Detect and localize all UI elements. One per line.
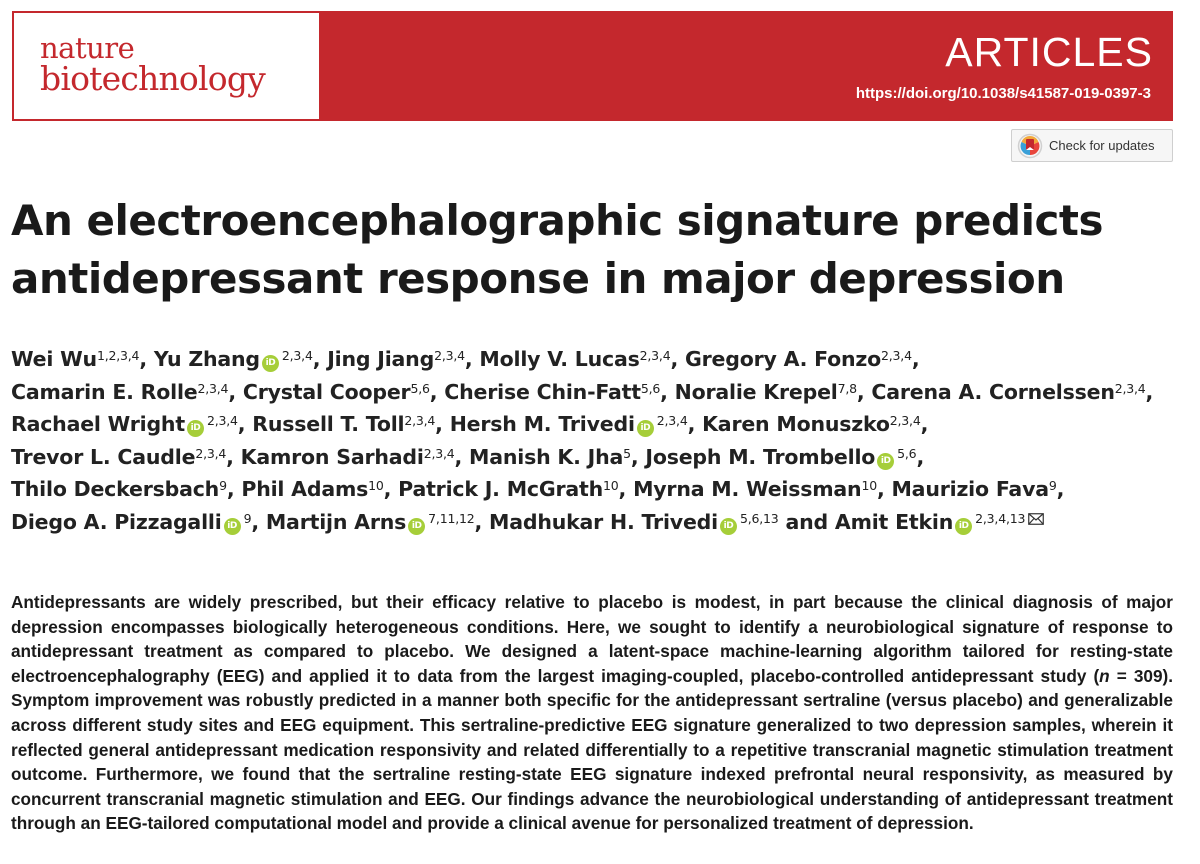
author-affiliations: 2,3,4 [206, 413, 238, 428]
author-name[interactable]: Martijn Arns [265, 509, 407, 534]
author-affiliations: 9 [1048, 478, 1057, 493]
author-name[interactable]: Madhukar H. Trivedi [489, 509, 718, 534]
author-name[interactable]: Amit Etkin [834, 509, 954, 534]
author-name[interactable]: Russell T. Toll [252, 412, 405, 436]
journal-name-line1: nature [40, 31, 135, 65]
orcid-icon[interactable]: iD [408, 517, 426, 535]
author-list: Wei Wu1,2,3,4, Yu Zhang iD 2,3,4, Jing Jia… [11, 347, 1154, 535]
author-affiliations: 2,3,4 [656, 413, 688, 428]
author-name[interactable]: Maurizio Fava [891, 477, 1049, 501]
author-affiliations: 10 [368, 478, 384, 493]
sample-size-value: = 309 [1109, 665, 1163, 686]
article-title-line2: antidepressant response in major depress… [11, 254, 1065, 303]
journal-banner: nature biotechnology ARTICLES https://do… [12, 11, 1173, 121]
author-name[interactable]: Manish K. Jha [469, 444, 624, 469]
journal-logo-text: nature biotechnology [40, 31, 266, 98]
author-name[interactable]: Wei Wu [11, 347, 97, 371]
orcid-icon[interactable]: iD [719, 517, 737, 535]
author-name[interactable]: Yu Zhang [153, 347, 260, 371]
author-affiliations: 5 [623, 445, 631, 461]
orcid-icon[interactable]: iD [955, 517, 973, 535]
author-affiliations: 5,6,13 [739, 510, 779, 526]
author-name[interactable]: Carena A. Cornelssen [871, 379, 1115, 404]
doi-link[interactable]: https://doi.org/10.1038/s41587-019-0397-… [855, 85, 1151, 102]
author-affiliations: 2,3,4 [639, 348, 671, 363]
corresponding-author-mail-icon[interactable] [1028, 512, 1045, 525]
author-affiliations: 10 [861, 478, 877, 493]
author-affiliations: 1,2,3,4 [96, 348, 140, 363]
author-affiliations: 5,6 [410, 380, 430, 396]
orcid-icon[interactable]: iD [186, 420, 204, 437]
author-affiliations: 9 [219, 478, 227, 493]
orcid-icon[interactable]: iD [223, 517, 241, 535]
author-name[interactable]: Trevor L. Caudle [11, 444, 196, 469]
check-for-updates-icon [1017, 133, 1043, 158]
author-affiliations: 2,3,4 [197, 380, 229, 396]
author-name[interactable]: Phil Adams [241, 477, 369, 501]
abstract-text-part1: Antidepressants are widely prescribed, b… [11, 592, 1173, 686]
author-name[interactable]: Molly V. Lucas [479, 347, 640, 371]
check-for-updates-label: Check for updates [1049, 138, 1155, 153]
author-affiliations: 10 [603, 478, 619, 493]
author-name[interactable]: Karen Monuszko [702, 412, 890, 436]
author-affiliations: 7,8 [837, 380, 857, 396]
author-affiliations: 5,6 [640, 380, 661, 396]
author-affiliations: 7,11,12 [428, 510, 475, 526]
author-name[interactable]: Cherise Chin-Fatt [444, 379, 641, 404]
author-affiliations: 2,3,4 [281, 348, 313, 363]
author-name[interactable]: Gregory A. Fonzo [684, 347, 882, 371]
journal-name-line2: biotechnology [40, 58, 266, 98]
author-affiliations: 2,3,4 [1114, 380, 1146, 396]
author-affiliations: 2,3,4 [423, 445, 455, 461]
orcid-icon[interactable]: iD [877, 452, 895, 470]
journal-logo[interactable]: nature biotechnology [14, 13, 319, 119]
author-affiliations: 2,3,4 [434, 348, 465, 363]
author-affiliations: 9 [243, 510, 252, 526]
author-affiliations: 5,6 [897, 445, 917, 461]
author-affiliations: 2,3,4 [195, 445, 227, 461]
author-name[interactable]: Myrna M. Weissman [633, 477, 862, 501]
author-name[interactable]: Kamron Sarhadi [240, 444, 424, 469]
author-name[interactable]: Jing Jiang [327, 347, 435, 371]
author-affiliations: 2,3,4 [404, 413, 436, 428]
section-label: ARTICLES [945, 29, 1153, 75]
author-name[interactable]: Patrick J. McGrath [398, 477, 604, 501]
author-name[interactable]: Hersh M. Trivedi [449, 412, 635, 436]
author-affiliations: 2,3,4 [889, 413, 921, 428]
abstract-text-part2: ). Symptom improvement was robustly pred… [11, 665, 1173, 834]
author-name[interactable]: Joseph M. Trombello [645, 444, 876, 469]
author-name[interactable]: Rachael Wright [11, 412, 185, 436]
sample-size-symbol: n [1099, 665, 1110, 686]
check-for-updates-button[interactable]: Check for updates [1011, 129, 1173, 162]
author-name[interactable]: Diego A. Pizzagalli [11, 509, 222, 534]
author-name[interactable]: Thilo Deckersbach [11, 477, 220, 501]
orcid-icon[interactable]: iD [261, 355, 279, 372]
author-name[interactable]: Crystal Cooper [242, 379, 411, 404]
orcid-icon[interactable]: iD [636, 420, 654, 437]
author-affiliations: 2,3,4 [881, 348, 912, 363]
author-name[interactable]: Noralie Krepel [674, 379, 838, 404]
article-title: An electroencephalographic signature pre… [11, 192, 1181, 308]
abstract: Antidepressants are widely prescribed, b… [11, 590, 1173, 836]
author-affiliations: 2,3,4,13 [975, 510, 1026, 526]
article-title-line1: An electroencephalographic signature pre… [11, 196, 1103, 245]
author-name[interactable]: Camarin E. Rolle [11, 379, 198, 404]
